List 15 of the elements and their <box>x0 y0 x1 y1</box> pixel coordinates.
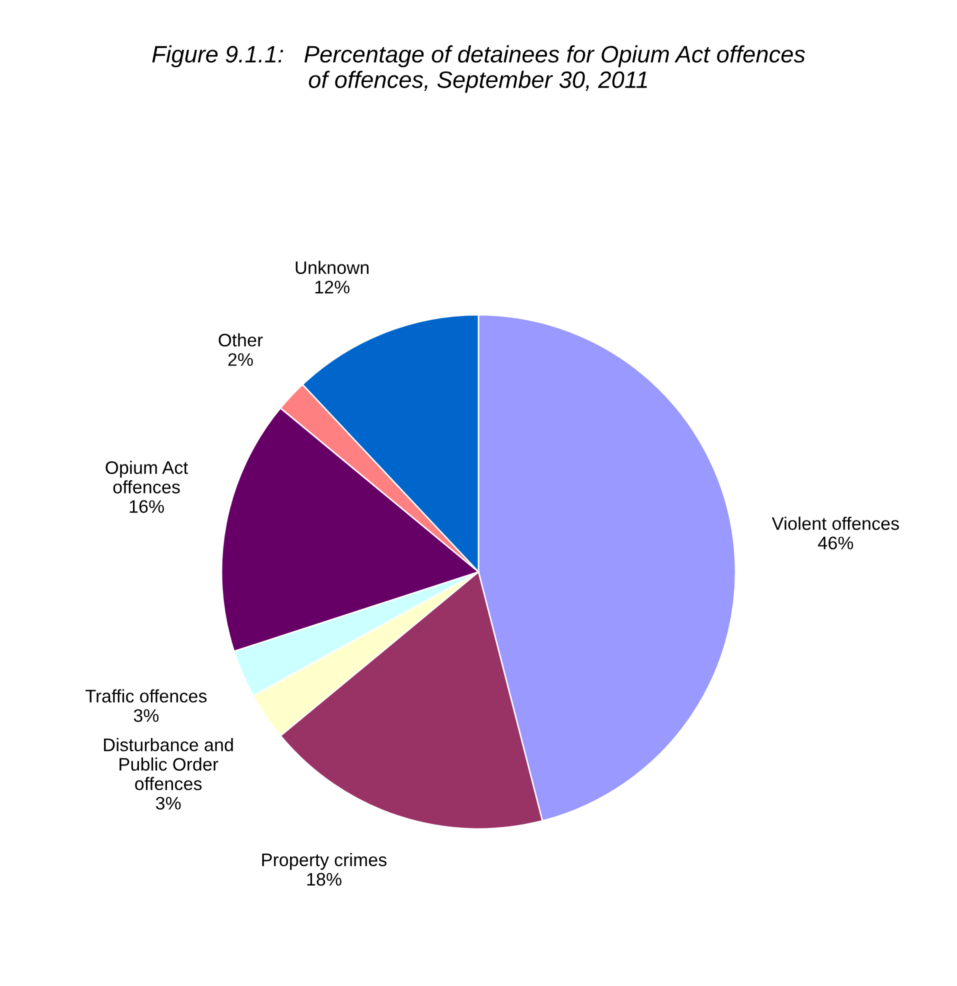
slice-label: Violent offences <box>772 516 899 530</box>
data-label: 16% <box>130 500 164 513</box>
data-label: 12% <box>315 280 350 294</box>
slice-label: Disturbance and Public Order offences <box>104 738 233 790</box>
slice-label: Other <box>218 333 263 347</box>
slice-label: Traffic offences <box>86 689 207 703</box>
slice-label: Property crimes <box>262 852 387 870</box>
data-label: 3% <box>134 709 159 722</box>
slice-label: Opium Act offences <box>106 460 188 494</box>
data-label: 3% <box>156 796 181 810</box>
slice-label: Unknown <box>296 260 369 274</box>
data-label: 2% <box>228 353 253 366</box>
data-label: 46% <box>818 536 854 550</box>
chart-title: Figure 9.1.1: Percentage of detainees for Opium Act offences of offences, September 30, 2011 <box>152 45 806 93</box>
data-label: 18% <box>307 872 342 886</box>
